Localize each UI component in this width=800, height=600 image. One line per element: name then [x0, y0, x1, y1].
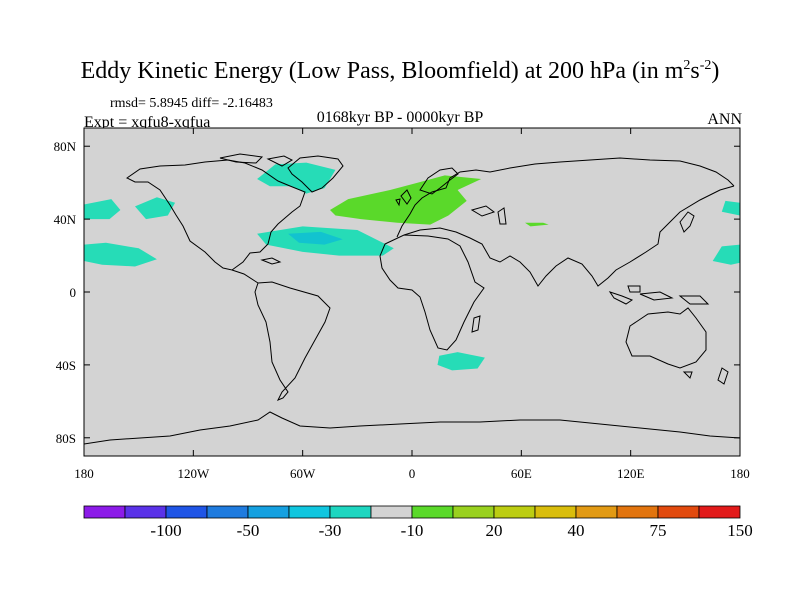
colorbar: -100 -50 -30 -10 20 40 75 150: [83, 505, 753, 540]
lon-tick-label: 60E: [511, 466, 532, 481]
colorbar-swatch: [534, 505, 577, 519]
plot-title: Eddy Kinetic Energy (Low Pass, Bloomfiel…: [80, 58, 720, 84]
colorbar-swatch: [411, 505, 454, 519]
colorbar-label: 40: [568, 521, 585, 540]
colorbar-swatch: [493, 505, 536, 519]
anomaly-region-10: [525, 222, 549, 227]
colorbar-swatch: [575, 505, 618, 519]
anomaly-region-1: [135, 197, 176, 220]
colorbar-label: 150: [727, 521, 753, 540]
colorbar-label: -50: [237, 521, 260, 540]
colorbar-swatch: [288, 505, 331, 519]
anomaly-region-0: [257, 162, 336, 194]
colorbar-swatch: [247, 505, 290, 519]
colorbar-label: -30: [319, 521, 342, 540]
colorbar-swatch: [124, 505, 167, 519]
coastlines: [84, 153, 740, 445]
colorbar-label: -10: [401, 521, 424, 540]
lon-tick-label: 120E: [617, 466, 645, 481]
anomaly-region-4: [84, 242, 157, 267]
lat-tick-label: 0: [70, 285, 77, 300]
colorbar-label: 75: [650, 521, 667, 540]
lon-tick-label: 120W: [177, 466, 210, 481]
anomaly-layer: [84, 162, 740, 371]
lon-tick-label: 60W: [290, 466, 316, 481]
season-label: ANN: [707, 111, 742, 128]
anomaly-region-9: [330, 175, 482, 225]
colorbar-swatch: [206, 505, 249, 519]
lat-tick-label: 40S: [56, 358, 76, 373]
lat-tick-label: 80S: [56, 431, 76, 446]
lon-tick-label: 180: [74, 466, 94, 481]
colorbar-swatch: [452, 505, 495, 519]
colorbar-swatch: [329, 505, 372, 519]
anomaly-region-2: [84, 199, 121, 220]
lat-tick-label: 80N: [54, 139, 77, 154]
colorbar-swatch: [616, 505, 659, 519]
colorbar-swatch: [370, 505, 413, 519]
colorbar-swatch: [657, 505, 700, 519]
colorbar-swatch: [165, 505, 208, 519]
stats-text: rmsd= 5.8945 diff= -2.16483: [110, 96, 273, 111]
map-background: [84, 128, 740, 456]
colorbar-swatch: [698, 505, 741, 519]
colorbar-swatch: [83, 505, 126, 519]
colorbar-label: -100: [150, 521, 181, 540]
lon-tick-label: 0: [409, 466, 416, 481]
period-label: 0168kyr BP - 0000kyr BP: [316, 109, 484, 126]
anomaly-region-3: [721, 200, 740, 216]
axis-ticks: 180 120W 60W 0 60E 120E 180 80N 40N 0 40S 80S: [54, 128, 750, 481]
anomaly-region-7: [288, 231, 343, 245]
lat-tick-label: 40N: [54, 212, 77, 227]
colorbar-label: 20: [486, 521, 503, 540]
anomaly-region-5: [712, 244, 740, 265]
anomaly-region-8: [437, 352, 485, 371]
lon-tick-label: 180: [730, 466, 750, 481]
experiment-label: Expt = xqfu8-xqfua: [84, 114, 211, 131]
